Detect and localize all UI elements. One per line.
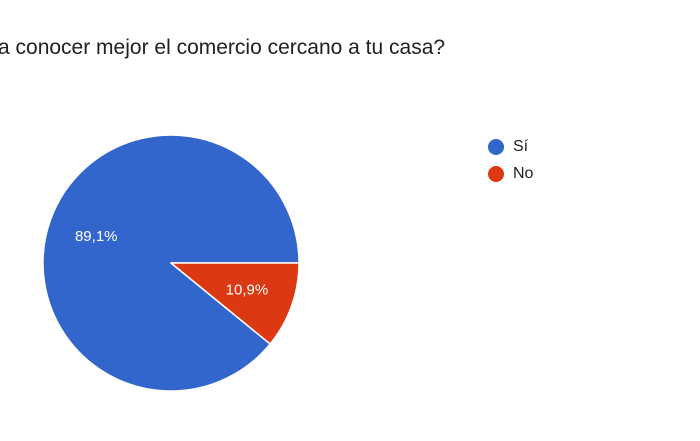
legend-label-si: Sí xyxy=(513,137,529,155)
pie-label-no: 10,9% xyxy=(226,282,269,299)
legend-item-si[interactable]: Sí xyxy=(488,133,533,160)
chart-title: a conocer mejor el comercio cercano a tu… xyxy=(0,36,446,59)
legend-swatch-si xyxy=(488,138,504,155)
pie-label-si: 89,1% xyxy=(75,228,118,245)
legend-item-no[interactable]: No xyxy=(488,160,533,187)
legend-swatch-no xyxy=(488,165,504,182)
chart-legend: Sí No xyxy=(488,133,533,187)
pie-slice-no[interactable] xyxy=(170,262,300,345)
legend-label-no: No xyxy=(513,164,534,182)
